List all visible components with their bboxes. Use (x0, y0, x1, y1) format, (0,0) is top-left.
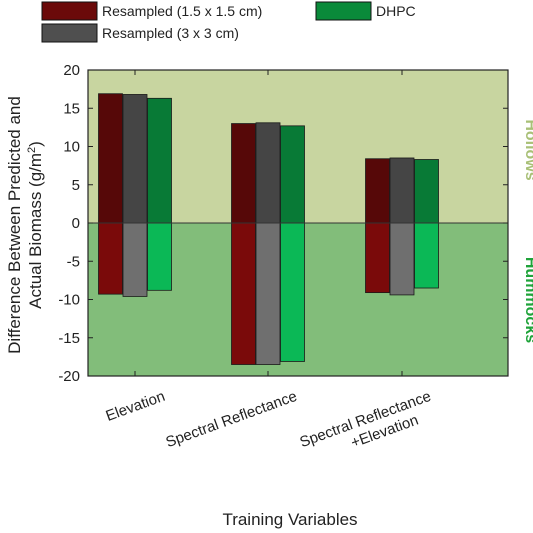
y-tick-label: 0 (72, 215, 80, 232)
y-tick-label: 5 (72, 177, 80, 194)
y-tick-label: 20 (63, 62, 80, 79)
y-tick-label: 15 (63, 100, 80, 117)
y-axis-title-line1: Difference Between Predicted and (5, 96, 24, 354)
bar-negative (255, 222, 281, 365)
bar-positive (98, 93, 123, 224)
legend-swatch (315, 1, 372, 21)
y-tick-label: 10 (63, 139, 80, 156)
bar-positive (414, 159, 439, 224)
bar-positive (255, 122, 281, 224)
x-tick-label-line: Spectral Reflectance (163, 388, 299, 451)
bar-positive (122, 94, 148, 224)
axes: -20 -15 -10 -5 0 5 10 15 20 (58, 62, 509, 385)
bar-positive (231, 123, 256, 224)
bar-negative (365, 222, 390, 294)
bar-positive (280, 125, 305, 224)
x-axis-title: Training Variables (222, 510, 357, 529)
bar-negative (98, 222, 123, 295)
y-axis-title-superscript: 2 (26, 147, 38, 153)
legend-label: Resampled (1.5 x 1.5 cm) (102, 3, 262, 19)
y-tick-label: -10 (58, 292, 80, 309)
bar-negative (122, 222, 148, 297)
legend-label: DHPC (376, 3, 416, 19)
y-axis-title-line2: Actual Biomass (g/m (26, 153, 45, 309)
y-tick-label: -20 (58, 368, 80, 385)
x-tick-label: Spectral Reflectance+Elevation (297, 388, 439, 468)
x-tick-label: Spectral Reflectance (163, 388, 299, 451)
bar-positive (389, 157, 415, 224)
x-tick-label: Elevation (104, 388, 168, 425)
y-tick-label: -15 (58, 330, 80, 347)
x-tick-label-line: Elevation (104, 388, 168, 425)
bar-negative (389, 222, 415, 296)
bar-negative (414, 222, 439, 289)
hollows-label: Hollows (522, 119, 533, 180)
y-axis-title-close: ) (26, 141, 45, 147)
bar-negative (231, 222, 256, 365)
legend-label: Resampled (3 x 3 cm) (102, 25, 239, 41)
bar-positive (365, 158, 390, 224)
hummocks-label: Hummocks (522, 257, 533, 343)
y-tick-label: -5 (67, 253, 80, 270)
legend-swatch (41, 1, 98, 21)
y-axis-title: Difference Between Predicted and Actual B… (5, 96, 45, 354)
bar-negative (280, 222, 305, 362)
legend-swatch (41, 23, 98, 43)
bar-positive (147, 97, 172, 224)
legend: Resampled (1.5 x 1.5 cm) Resampled (3 x 3… (41, 1, 416, 43)
bar-negative (147, 222, 172, 291)
